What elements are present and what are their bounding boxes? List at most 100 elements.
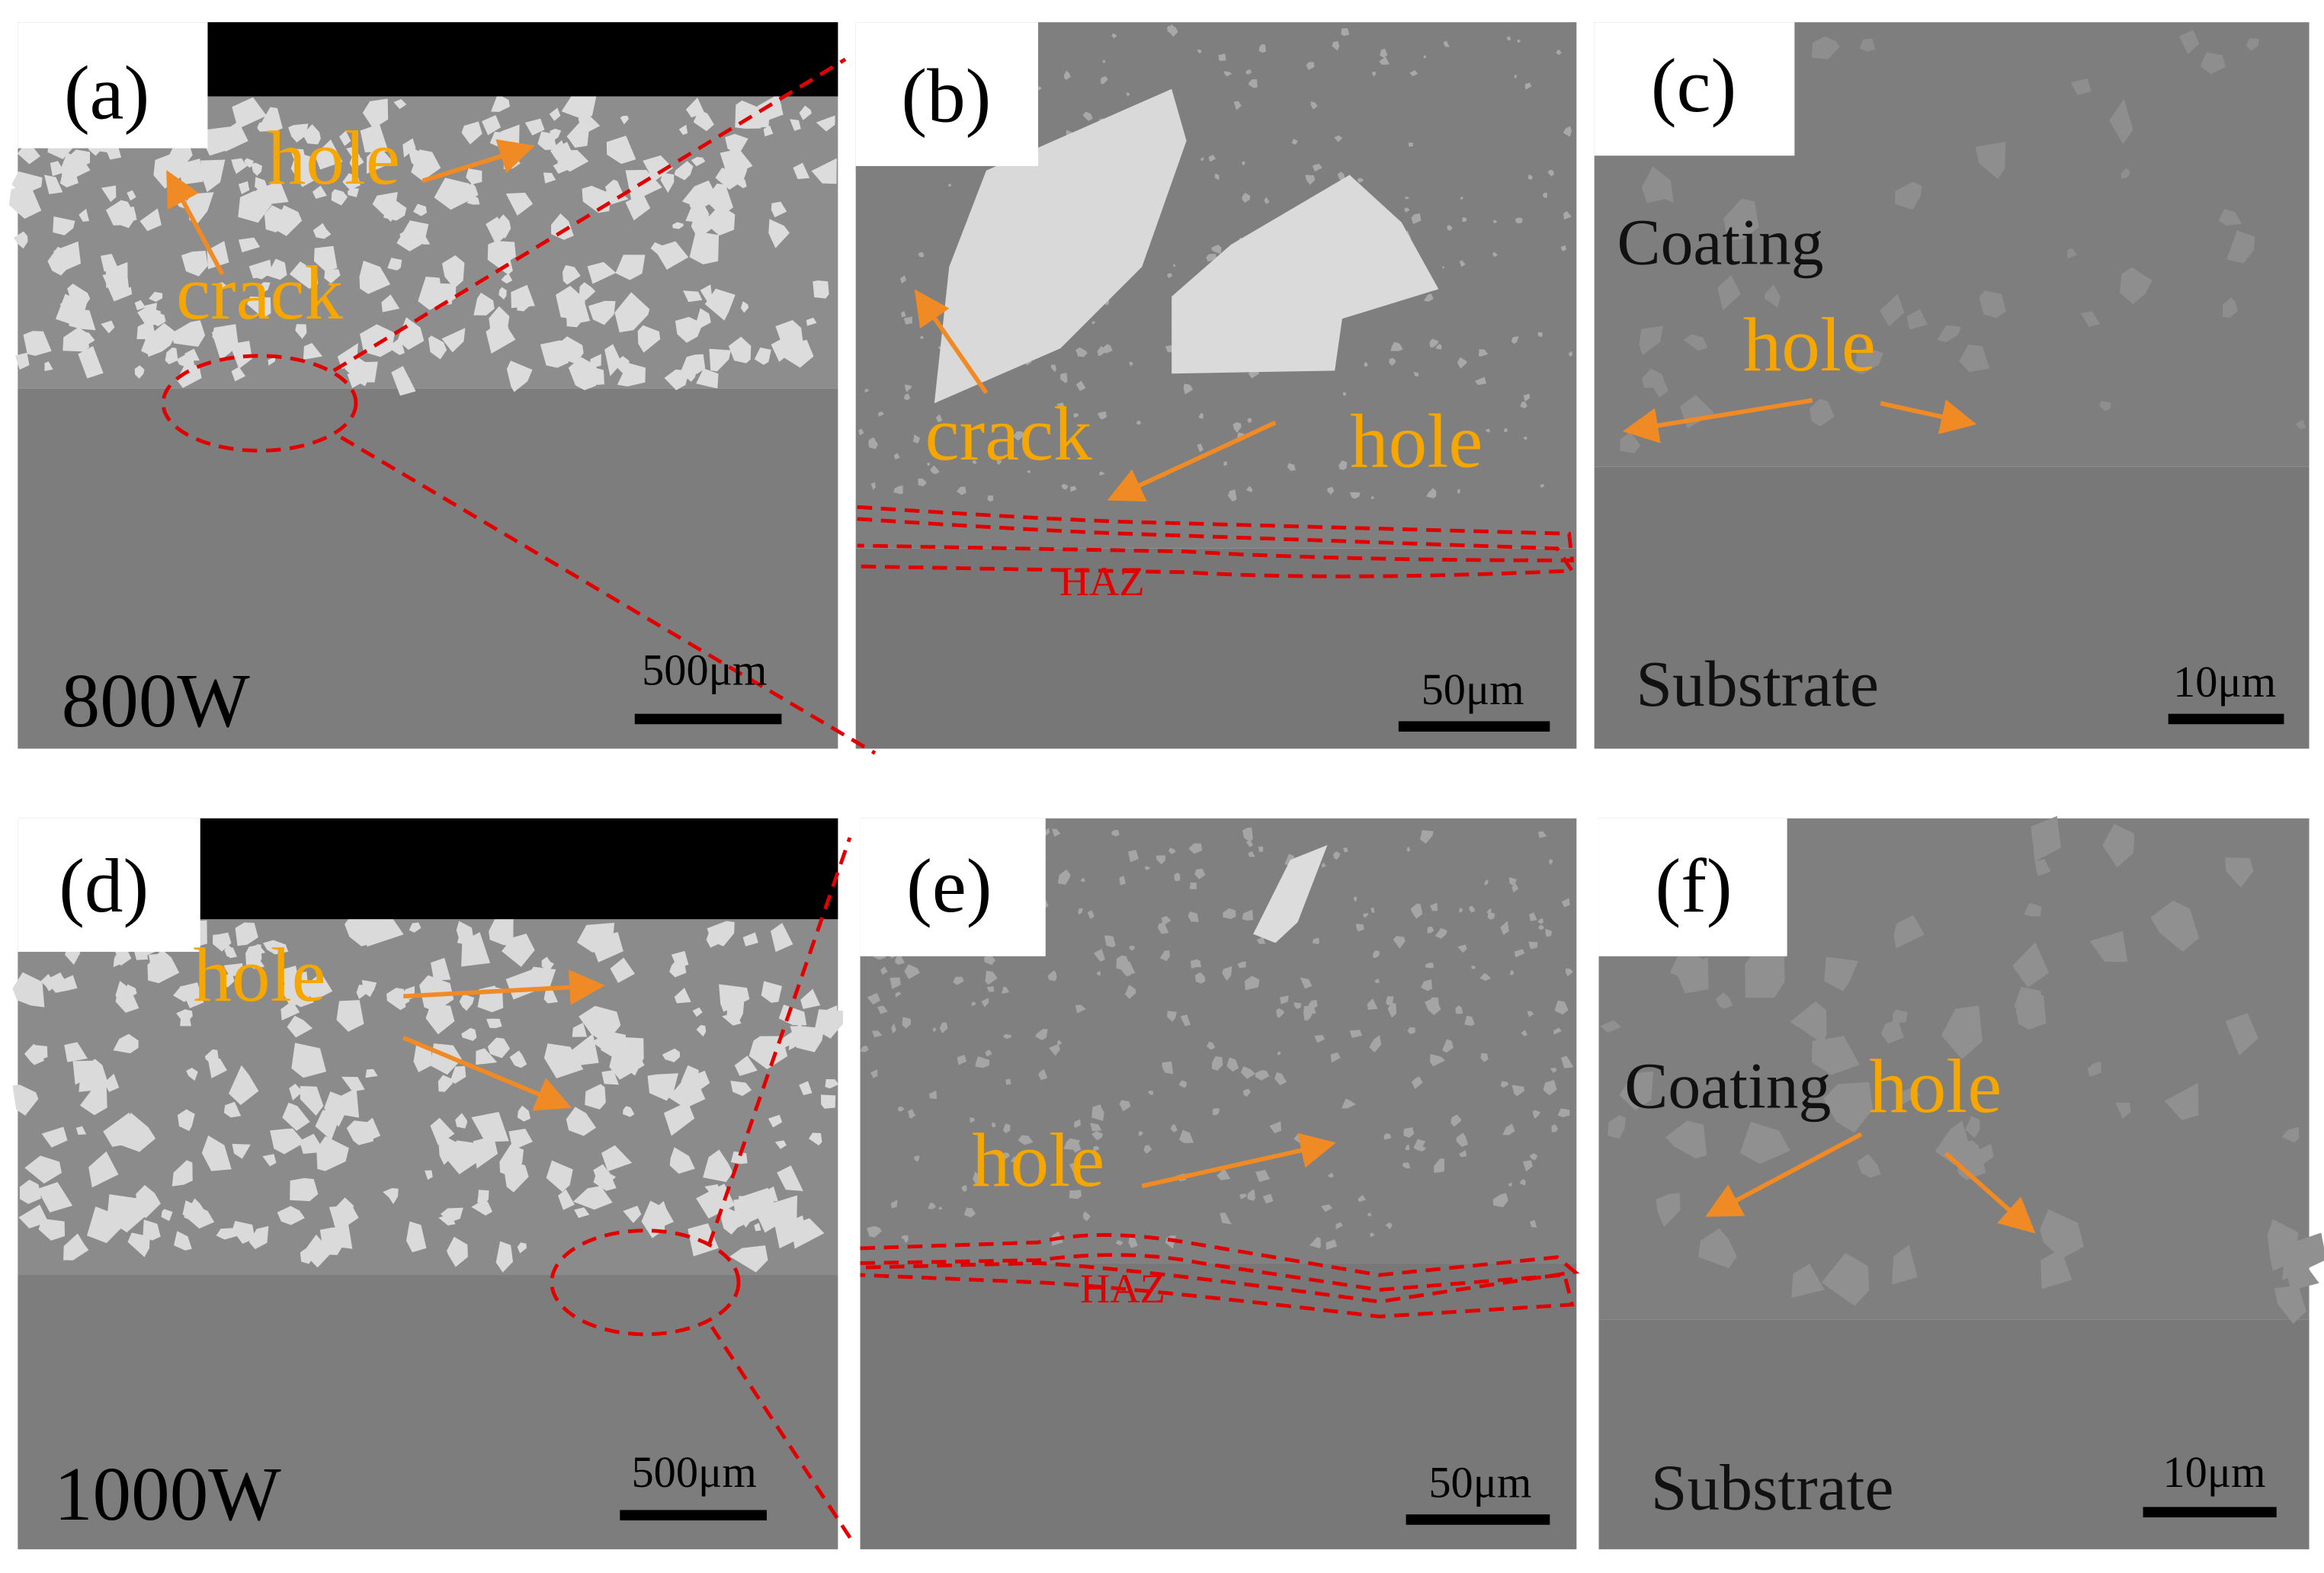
particle: [668, 1077, 706, 1109]
particle: [1178, 1080, 1188, 1088]
particle: [549, 107, 561, 121]
particle: [438, 1135, 461, 1165]
particle: [1124, 968, 1132, 977]
particle: [2034, 859, 2051, 876]
particle: [13, 231, 28, 249]
particle: [391, 366, 416, 396]
particle: [706, 927, 726, 948]
particle: [681, 1065, 699, 1084]
particle: [1247, 1190, 1256, 1201]
particle: [1227, 489, 1237, 502]
particles: [8, 90, 837, 396]
annotation: Substrate: [1636, 648, 1879, 720]
particle: [809, 1132, 822, 1145]
scale-label: 50μm: [1422, 665, 1524, 714]
particle: [1005, 1078, 1011, 1085]
particle: [181, 250, 208, 277]
particle: [413, 203, 427, 216]
particle: [524, 118, 545, 136]
particle: [134, 365, 145, 379]
particle: [1220, 1212, 1232, 1225]
particle: [1194, 972, 1206, 984]
particle: [719, 984, 750, 1012]
particle: [774, 1140, 787, 1149]
particle: [1723, 198, 1759, 241]
particle: [471, 1112, 509, 1142]
particle: [1353, 896, 1358, 902]
particle: [1309, 1236, 1322, 1248]
particle: [397, 317, 425, 351]
particle: [300, 1085, 324, 1116]
particle: [302, 972, 333, 1001]
panel-label: (c): [1651, 43, 1736, 128]
particle: [660, 172, 675, 194]
particle: [254, 268, 268, 280]
particle: [216, 1228, 238, 1240]
particle: [173, 985, 194, 1002]
particle: [1075, 380, 1086, 392]
particle: [674, 987, 691, 1004]
particle: [546, 1160, 573, 1193]
particle: [2099, 401, 2111, 412]
particle: [878, 412, 884, 417]
particle: [1410, 903, 1423, 919]
scale-label: 500μm: [642, 646, 767, 695]
particle: [1358, 178, 1364, 183]
particle: [1279, 995, 1289, 1004]
particle: [1511, 883, 1519, 893]
particle: [663, 1101, 695, 1136]
particle: [1061, 483, 1068, 490]
particle: [1367, 1213, 1372, 1216]
particle: [1608, 1115, 1626, 1139]
particle: [791, 1215, 805, 1230]
particle: [383, 1187, 399, 1205]
particle: [683, 290, 703, 303]
particle: [1371, 495, 1375, 500]
particle: [1563, 126, 1572, 137]
particle: [511, 284, 535, 309]
particle: [719, 1206, 743, 1235]
particle: [123, 287, 133, 297]
particle: [473, 1136, 498, 1169]
particle: [1247, 418, 1252, 424]
particle: [1569, 351, 1573, 357]
particle: [88, 1151, 119, 1188]
particle: [1096, 970, 1101, 976]
particle: [1174, 872, 1181, 882]
annotation: hole: [1869, 1043, 2002, 1129]
particle: [899, 275, 907, 284]
particle: [691, 206, 718, 239]
particle: [18, 1204, 49, 1229]
particle: [282, 1102, 310, 1131]
particle: [669, 962, 687, 978]
particle: [1183, 383, 1194, 395]
particle: [466, 168, 482, 184]
particle: [928, 1203, 937, 1209]
particle: [903, 393, 911, 401]
particle: [186, 1068, 198, 1081]
particle: [23, 331, 52, 356]
particle: [1457, 944, 1467, 953]
particle: [650, 242, 669, 256]
particle: [1404, 196, 1409, 200]
particle: [1245, 69, 1252, 75]
particle: [1003, 1033, 1012, 1040]
particle: [740, 301, 749, 313]
particle: [341, 1076, 365, 1092]
particle: [66, 149, 91, 168]
annotation: HAZ: [1059, 558, 1145, 604]
particle: [63, 1233, 89, 1261]
annotation: hole: [972, 1117, 1104, 1203]
particle: [1188, 911, 1199, 922]
particle: [1411, 1076, 1423, 1089]
particle: [1554, 1000, 1569, 1015]
particle: [1423, 293, 1434, 302]
particle: [248, 1225, 269, 1250]
particle: [696, 368, 719, 389]
particle: [771, 201, 787, 218]
particle: [1321, 1204, 1333, 1213]
particle: [1600, 1020, 1622, 1033]
particle: [1506, 36, 1511, 40]
particle: [336, 1000, 364, 1032]
particle: [338, 130, 351, 146]
